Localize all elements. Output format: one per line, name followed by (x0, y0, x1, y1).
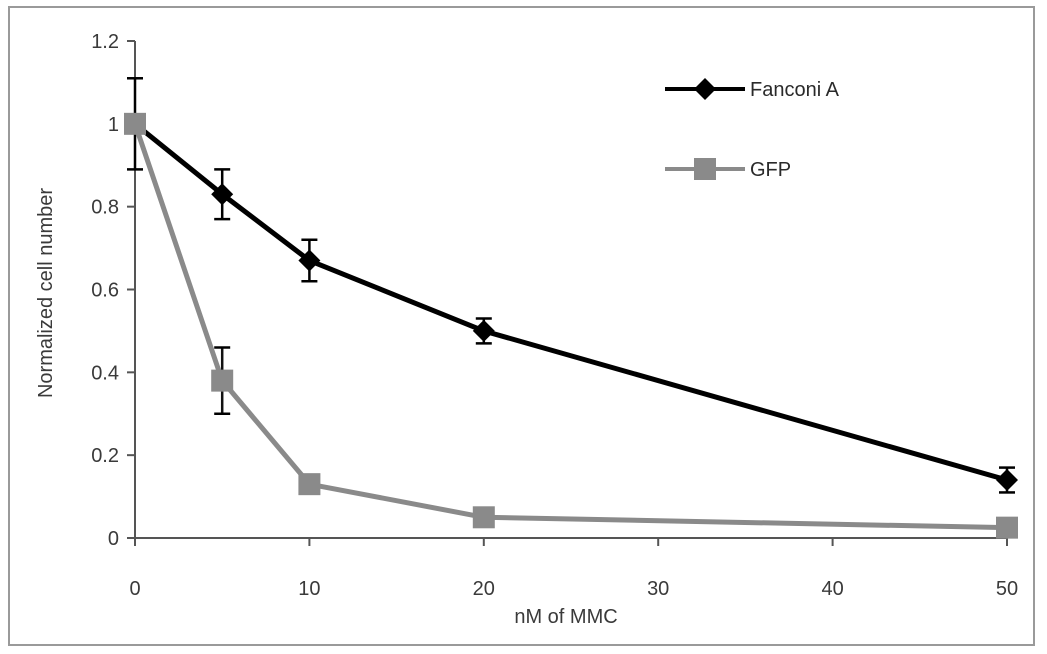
x-tick-label: 20 (473, 578, 495, 600)
legend-item-fanconi-a: Fanconi A (665, 78, 840, 101)
legend-item-gfp: GFP (665, 158, 791, 181)
y-tick-label: 0.8 (91, 197, 119, 219)
legend-marker-shape (694, 78, 716, 100)
data-point-gfp (996, 516, 1018, 539)
legend: Fanconi A GFP (665, 78, 840, 181)
data-point-fanconi-a (996, 469, 1018, 492)
series-gfp (124, 112, 1018, 539)
series-line-gfp (132, 123, 1008, 531)
series-line-fanconi-a (133, 121, 1008, 483)
x-axis-title: nM of MMC (514, 606, 617, 628)
legend-marker-fanconi-a (694, 78, 716, 100)
data-point-fanconi-a (298, 249, 321, 272)
data-point-gfp (124, 112, 146, 135)
axes (134, 41, 1007, 539)
y-tick-label: 0.2 (91, 445, 119, 467)
y-tick-label: 0.4 (91, 362, 119, 384)
legend-marker-shape (694, 158, 716, 180)
line-chart: 0 0.2 0.4 0.6 0.8 1 1.2 0 10 20 30 40 50 Normalized… (35, 31, 1018, 628)
legend-label-gfp: GFP (750, 159, 791, 181)
y-axis-title: Normalized cell number (35, 188, 57, 398)
legend-label-fanconi-a: Fanconi A (750, 79, 840, 101)
x-tick-label: 50 (996, 578, 1018, 600)
legend-marker-gfp (694, 158, 716, 180)
series-layer (124, 77, 1018, 539)
x-ticks: 0 10 20 30 40 50 (129, 538, 1018, 600)
y-tick-label: 0.6 (91, 280, 119, 302)
y-tick-label: 1.2 (91, 31, 119, 53)
data-point-fanconi-a (211, 183, 234, 206)
chart-frame: 0 0.2 0.4 0.6 0.8 1 1.2 0 10 20 30 40 50 Normalized… (8, 6, 1035, 646)
x-tick-label: 0 (129, 578, 140, 600)
data-point-gfp (472, 506, 495, 529)
data-point-fanconi-a (472, 319, 495, 342)
data-point-gfp (298, 473, 321, 496)
y-ticks: 0 0.2 0.4 0.6 0.8 1 1.2 (91, 31, 135, 550)
x-tick-label: 10 (298, 578, 320, 600)
x-tick-label: 40 (821, 578, 843, 600)
y-tick-label: 0 (108, 528, 119, 550)
series-fanconi-a (124, 77, 1018, 494)
y-tick-label: 1 (108, 114, 119, 136)
data-point-gfp (211, 369, 234, 392)
x-tick-label: 30 (647, 578, 669, 600)
